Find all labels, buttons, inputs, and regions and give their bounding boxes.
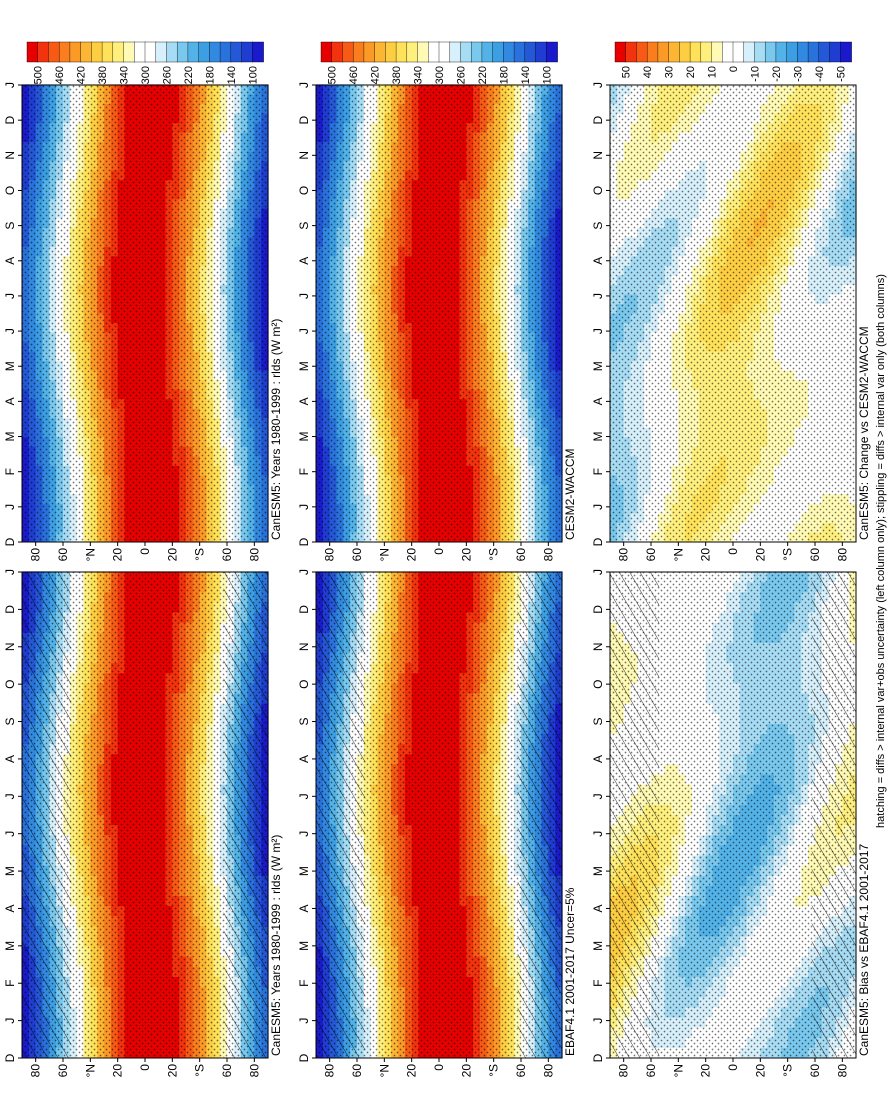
- y-tick-label: 20: [111, 1064, 125, 1078]
- y-tick-label: 80: [247, 1064, 261, 1078]
- x-tick-label: M: [3, 941, 17, 951]
- y-tick-label: °N: [377, 1064, 391, 1077]
- x-tick-label: N: [3, 642, 17, 651]
- hatching-overlay: [518, 572, 562, 1058]
- y-tick-label: 20: [165, 1064, 179, 1078]
- x-tick-label: O: [297, 679, 311, 688]
- x-tick-label: D: [3, 1053, 17, 1062]
- x-tick-label: M: [297, 866, 311, 876]
- x-tick-label: J: [297, 1018, 311, 1024]
- panel-title: EBAF4.1 2001-2017 Uncer=5%: [563, 887, 577, 1056]
- x-tick-label: J: [3, 569, 17, 575]
- hatching-overlay: [316, 572, 365, 1058]
- y-tick-label: 60: [350, 1064, 364, 1078]
- y-tick-label: °S: [487, 1064, 501, 1077]
- x-tick-label: S: [3, 718, 17, 726]
- hatching-overlay: [224, 572, 268, 1058]
- y-tick-label: 80: [29, 1064, 43, 1078]
- x-tick-label: N: [297, 642, 311, 651]
- y-tick-label: 60: [220, 1064, 234, 1078]
- x-tick-label: D: [3, 605, 17, 614]
- y-tick-label: 20: [459, 1064, 473, 1078]
- x-tick-label: J: [3, 1018, 17, 1024]
- x-tick-label: A: [297, 755, 311, 763]
- x-tick-label: D: [297, 605, 311, 614]
- x-tick-label: J: [297, 569, 311, 575]
- y-tick-label: 0: [432, 1064, 446, 1071]
- x-tick-label: J: [297, 831, 311, 837]
- x-tick-label: A: [3, 904, 17, 912]
- y-tick-label: °N: [83, 1064, 97, 1077]
- x-tick-label: F: [3, 980, 17, 987]
- panel-title: CanESM5: Years 1980-1999 : rlds (W m²): [269, 835, 283, 1056]
- y-tick-label: 80: [541, 1064, 555, 1078]
- x-tick-label: A: [3, 755, 17, 763]
- y-tick-label: 80: [323, 1064, 337, 1078]
- x-tick-label: A: [297, 904, 311, 912]
- hatching-overlay: [22, 572, 71, 1058]
- y-tick-label: 0: [138, 1064, 152, 1071]
- x-tick-label: O: [3, 679, 17, 688]
- x-tick-label: J: [297, 793, 311, 799]
- y-tick-label: 20: [405, 1064, 419, 1078]
- x-tick-label: M: [3, 866, 17, 876]
- footnote: hatching = diffs > internal var+obs unce…: [875, 274, 887, 828]
- x-tick-label: F: [297, 980, 311, 987]
- x-tick-label: M: [297, 941, 311, 951]
- y-tick-label: 60: [56, 1064, 70, 1078]
- x-tick-label: D: [297, 1053, 311, 1062]
- x-tick-label: S: [297, 718, 311, 726]
- x-tick-label: J: [3, 793, 17, 799]
- y-tick-label: 60: [514, 1064, 528, 1078]
- x-tick-label: J: [3, 831, 17, 837]
- y-tick-label: °S: [193, 1064, 207, 1077]
